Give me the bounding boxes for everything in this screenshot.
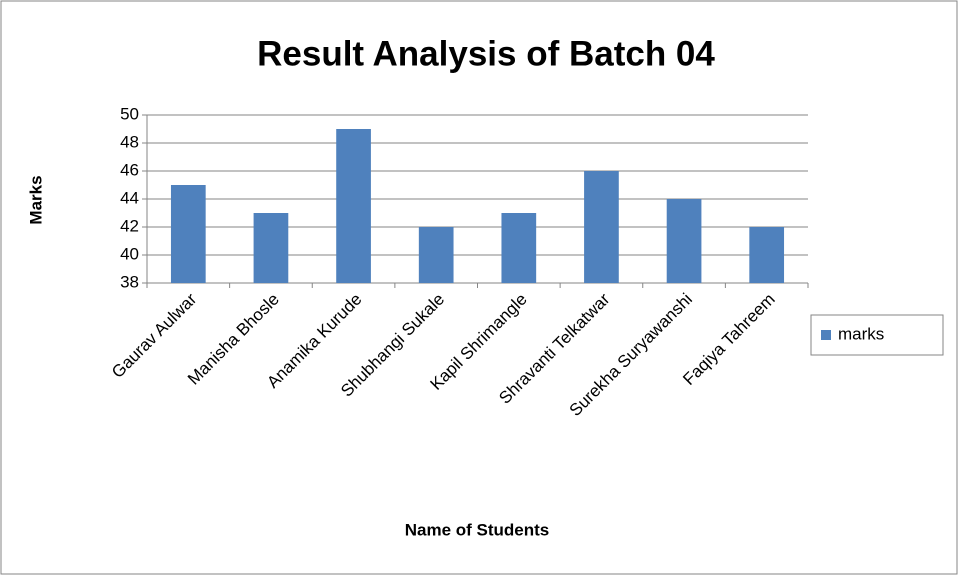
y-tick-label: 48 [120,132,139,151]
y-tick-label: 42 [120,216,139,235]
bar [749,227,785,283]
bar [501,213,537,283]
y-tick-label: 40 [120,244,139,263]
legend-swatch [821,330,831,340]
chart-title: Result Analysis of Batch 04 [257,34,715,73]
bar [666,199,702,283]
bar [336,129,371,283]
y-axis-title: Marks [26,175,45,224]
bar [418,227,454,283]
legend-label: marks [838,324,884,343]
y-tick-label: 46 [120,160,139,179]
y-tick-label: 50 [120,104,139,123]
x-axis-title: Name of Students [405,520,550,539]
bar [170,185,206,283]
bar [253,213,289,283]
bar [584,171,619,283]
y-tick-label: 44 [120,188,139,207]
legend-box [810,314,944,356]
y-tick-label: 38 [120,272,139,291]
